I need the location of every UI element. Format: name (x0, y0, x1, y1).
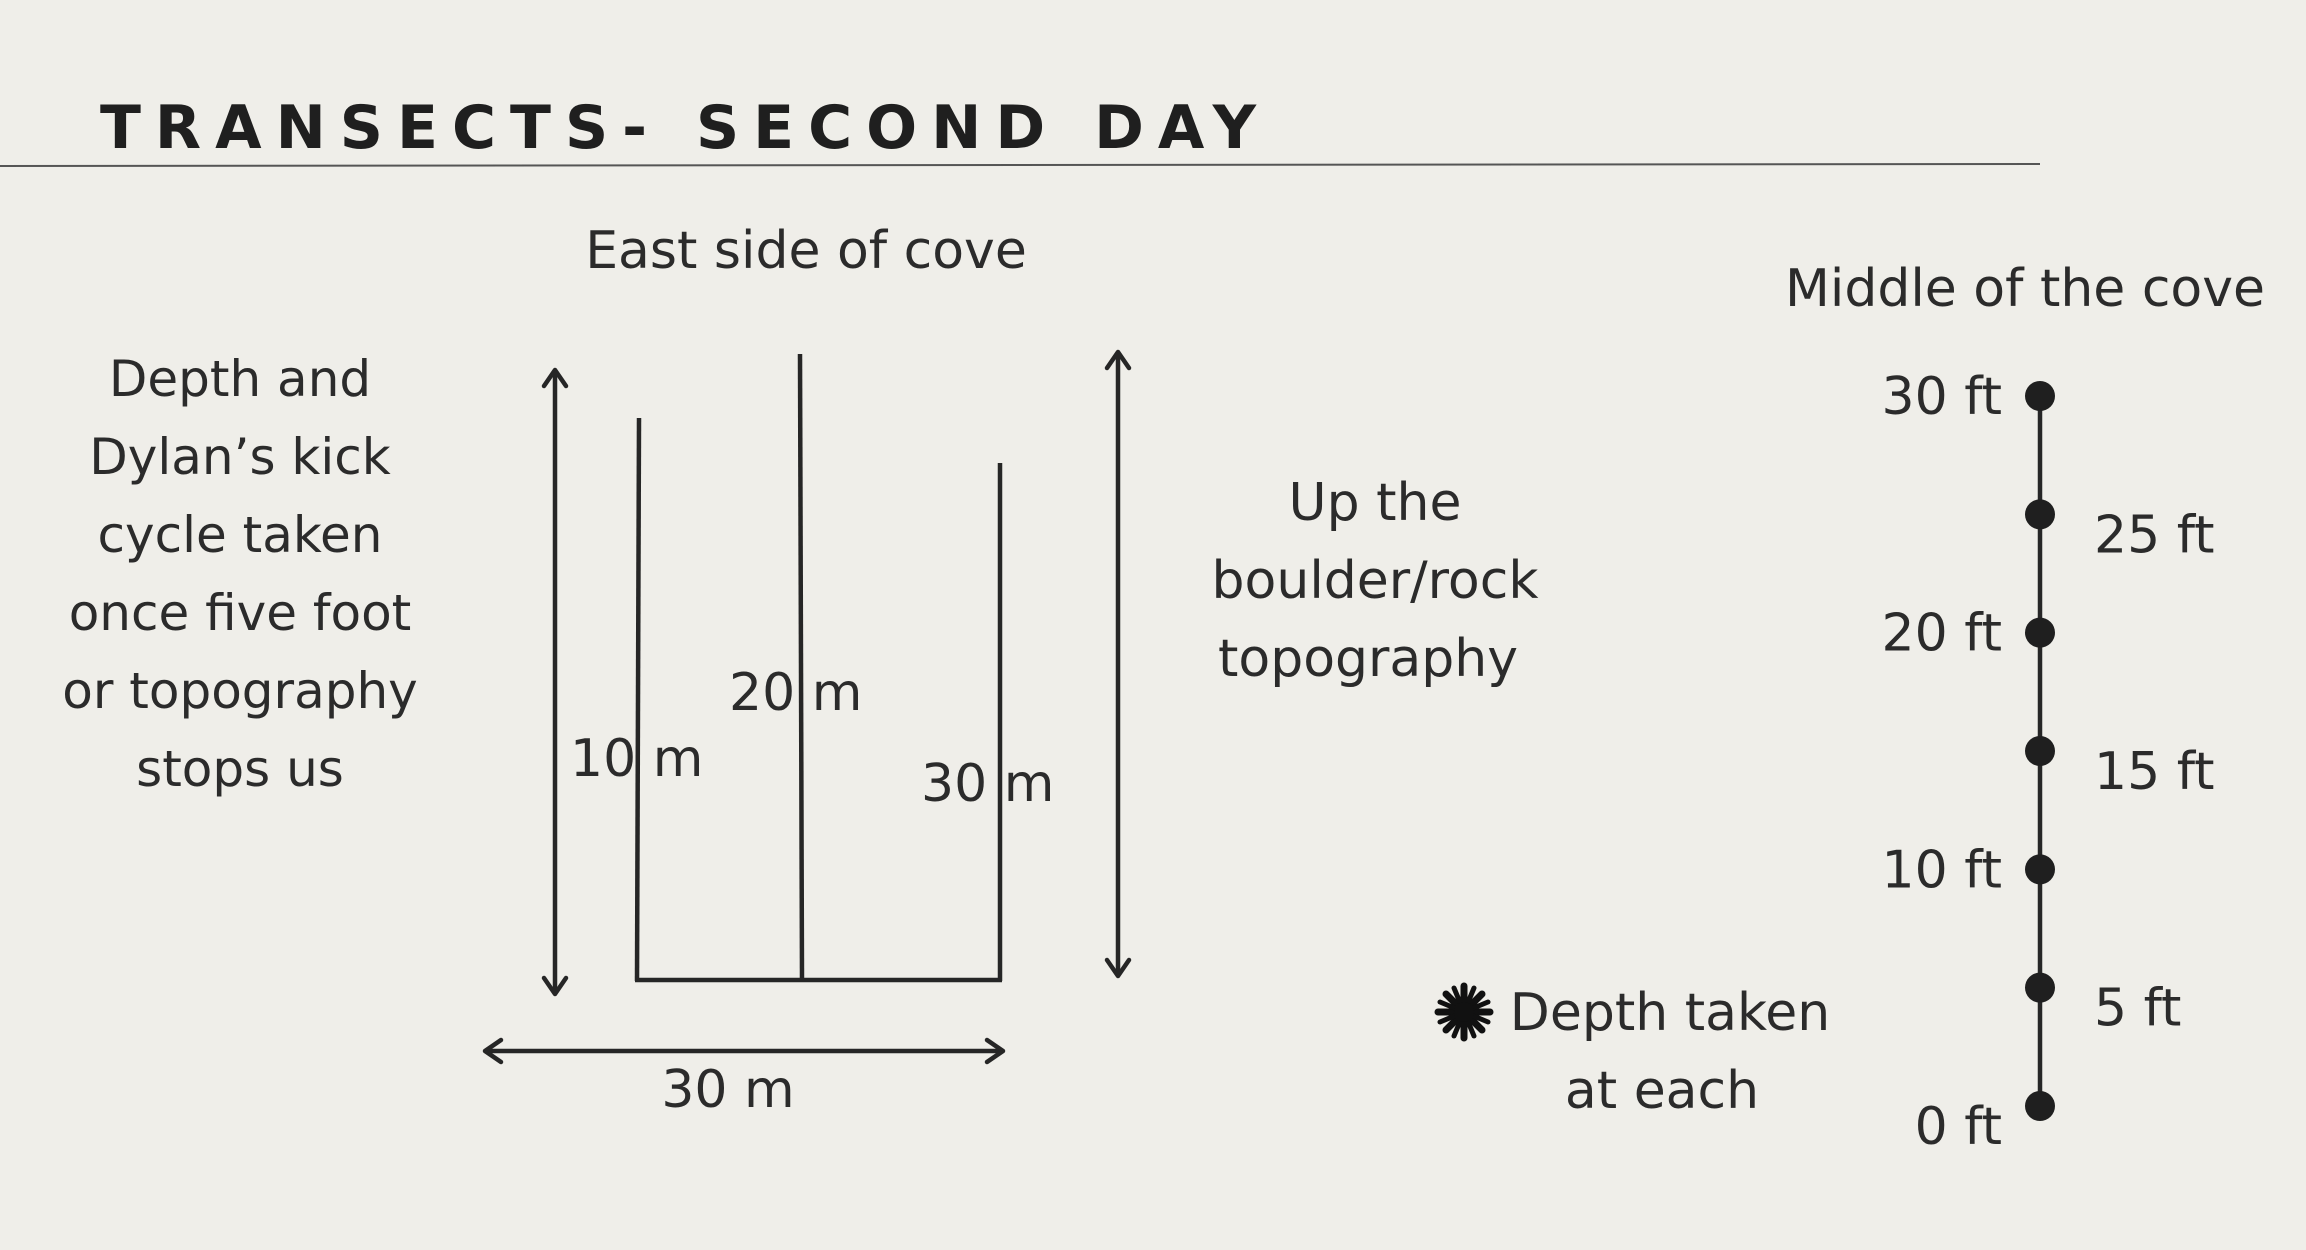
transect-label-20m: 20 m (729, 663, 862, 723)
page-title: TRANSECTS- SECOND DAY (100, 93, 1270, 163)
depth-label: 0 ft (1915, 1097, 2002, 1157)
depth-marker (2025, 499, 2055, 530)
depth-label: 10 ft (1882, 840, 2002, 900)
left-note-line: stops us (136, 740, 344, 798)
transect-label-30m: 30 m (921, 754, 1054, 814)
depth-marker (2025, 972, 2055, 1003)
left-note-line: or topography (62, 662, 418, 720)
depth-marker (2025, 854, 2055, 885)
depth-label: 15 ft (2094, 742, 2214, 802)
depth-label: 5 ft (2094, 979, 2181, 1039)
middle-note-line: boulder/rock (1212, 551, 1539, 611)
transect-line-20m (797, 353, 805, 982)
depth-label: 25 ft (2094, 505, 2214, 565)
legend-line: at each (1565, 1061, 1759, 1121)
left-note: Depth and Dylan’s kick cycle taken once … (62, 350, 418, 798)
asterisk-icon (1434, 982, 1494, 1042)
depth-label: 20 ft (1882, 604, 2002, 664)
legend: Depth taken at each (1434, 982, 1830, 1121)
left-note-line: once five foot (69, 584, 412, 642)
middle-note-line: topography (1218, 629, 1518, 689)
baseline-label: 30 m (661, 1060, 794, 1120)
depth-marker (2025, 1091, 2055, 1121)
left-note-line: cycle taken (98, 506, 383, 564)
middle-note: Up the boulder/rock topography (1212, 473, 1539, 689)
depth-points: 30 ft 25 ft 20 ft 15 ft 10 ft 5 ft 0 ft (1882, 367, 2215, 1157)
middle-cove-heading: Middle of the cove (1785, 259, 2265, 319)
title-divider (0, 163, 2041, 167)
left-note-line: Depth and (109, 350, 371, 408)
horizontal-arrow (482, 1037, 1006, 1065)
depth-marker (2025, 381, 2055, 411)
depth-marker (2025, 736, 2055, 766)
middle-note-line: Up the (1289, 473, 1462, 533)
left-vertical-arrow (541, 367, 569, 997)
legend-line: Depth taken (1510, 983, 1830, 1043)
depth-marker (2025, 617, 2055, 648)
east-side-heading: East side of cove (585, 221, 1027, 281)
transect-line-10m (634, 417, 642, 982)
left-note-line: Dylan’s kick (89, 428, 390, 486)
depth-label: 30 ft (1882, 367, 2002, 427)
right-vertical-arrow (1104, 349, 1132, 979)
transect-label-10m: 10 m (570, 729, 703, 789)
